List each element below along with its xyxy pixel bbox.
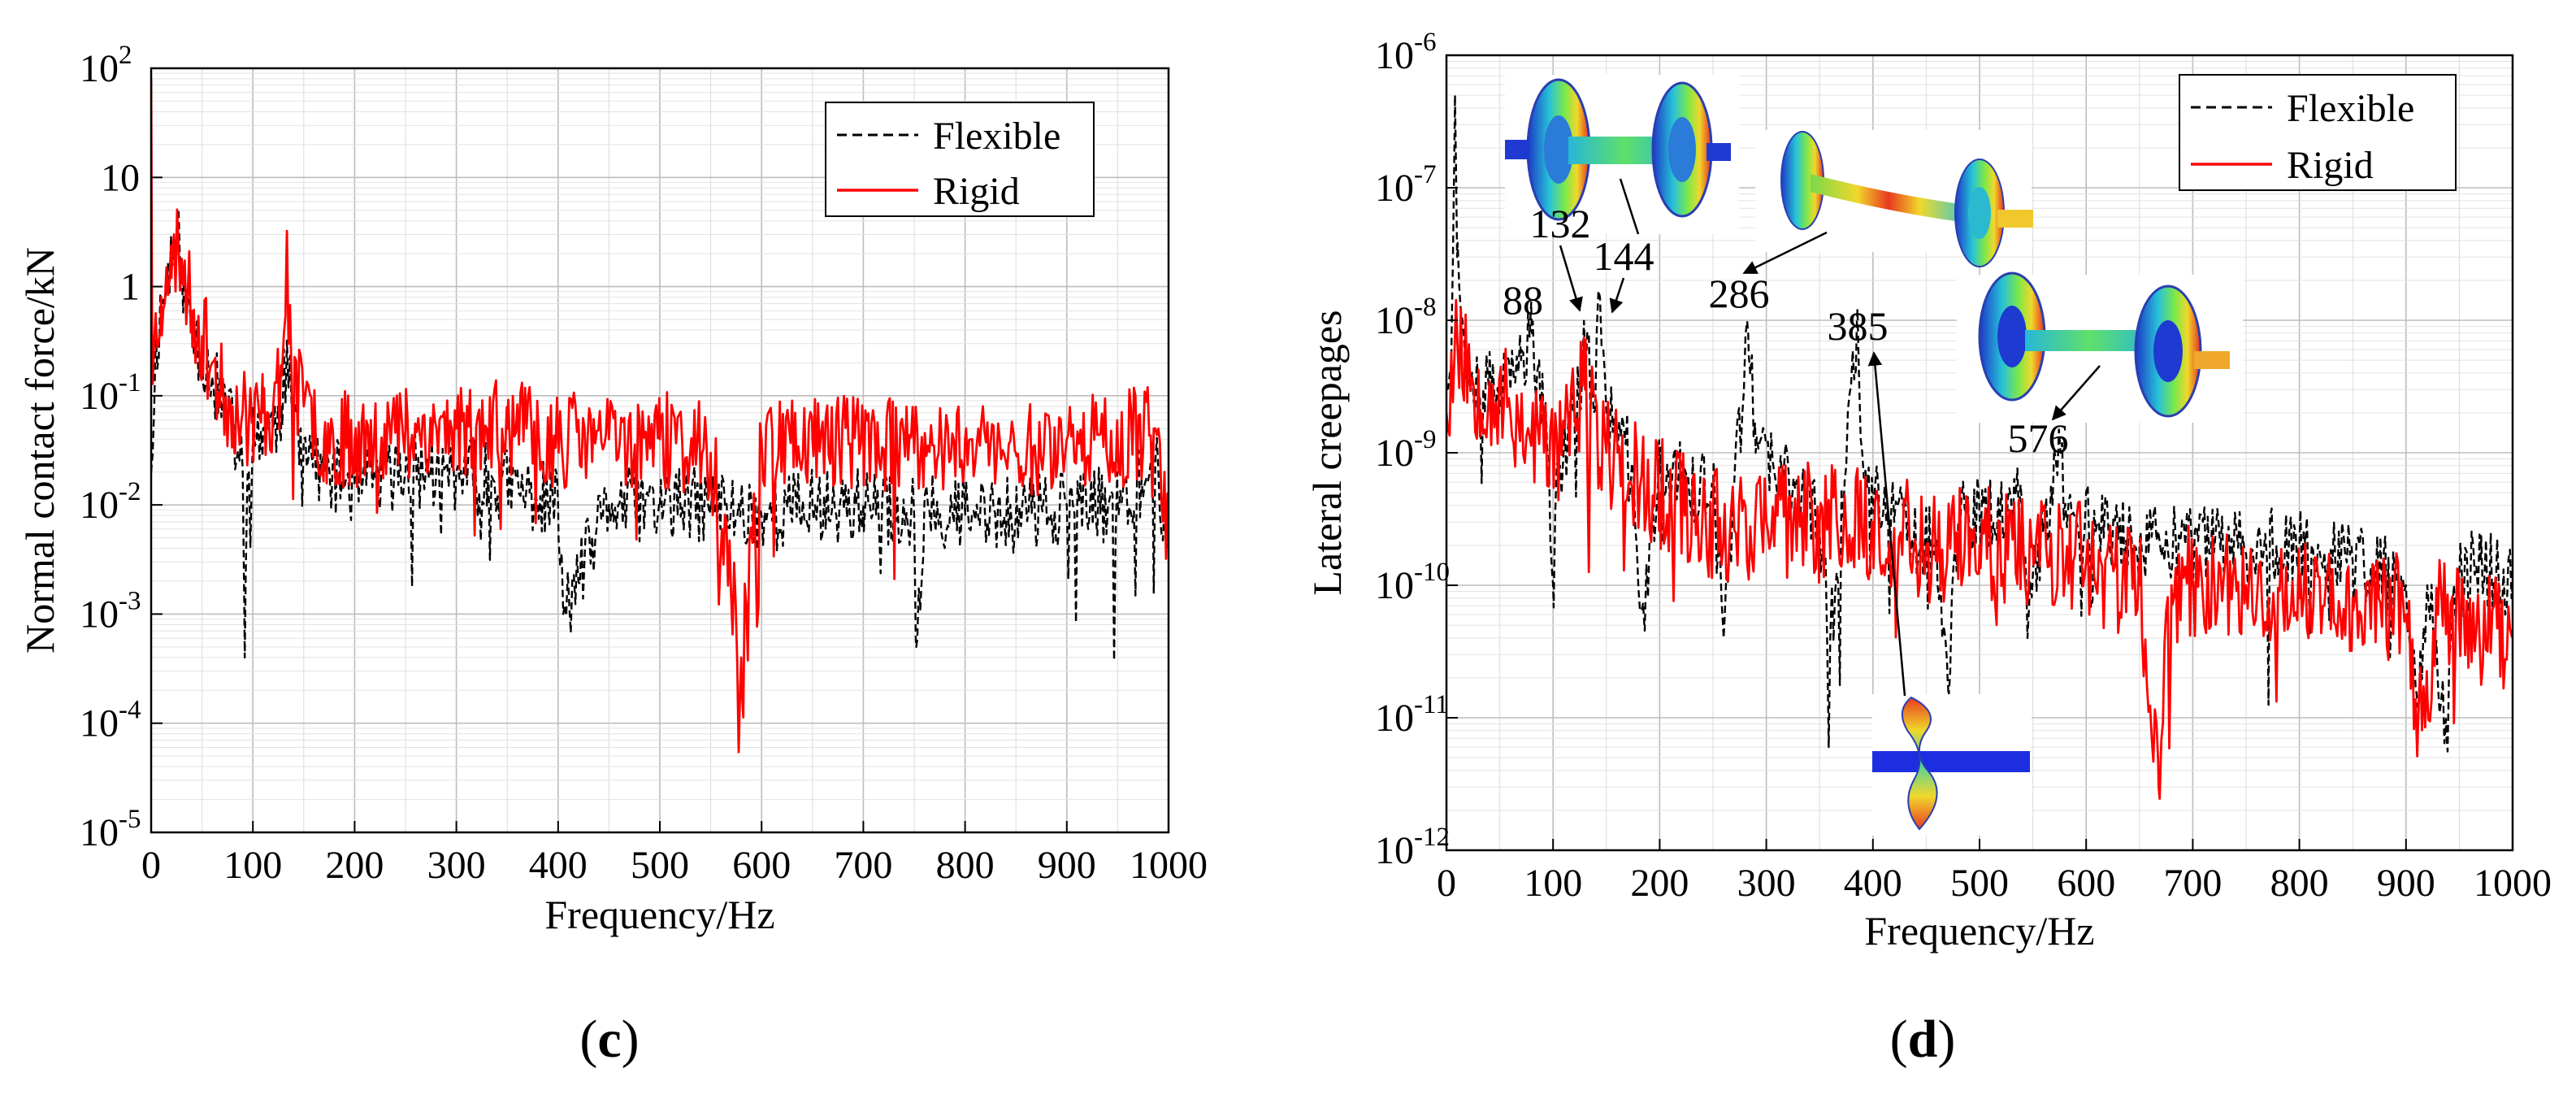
annotation-144: 144 (1594, 233, 1654, 279)
y-tick-label: 10 (1375, 697, 1414, 740)
x-axis-label-c: Frequency/Hz (544, 892, 774, 937)
x-tick-label: 500 (631, 844, 689, 887)
annotation-arrow-132 (1559, 245, 1583, 312)
y-tick-label: 10 (80, 811, 119, 854)
annotation-286: 286 (1709, 271, 1770, 316)
y-axis-label-c: Normal contact force/kN (17, 247, 63, 654)
x-tick-label: 900 (1038, 844, 1096, 887)
y-tick-label: 10 (1375, 564, 1414, 607)
y-tick-exponent: -11 (1414, 690, 1449, 719)
annotation-132: 132 (1530, 201, 1591, 246)
y-tick-exponent: -8 (1414, 293, 1437, 322)
x-tick-label: 900 (2377, 862, 2435, 905)
series-line-flexible (1446, 93, 2513, 753)
caption-c: (c) (579, 1010, 639, 1069)
x-tick-label: 600 (732, 844, 791, 887)
mode-shape-image-286 (1755, 130, 2033, 267)
annotation-arrow-144 (1609, 277, 1625, 314)
x-ticks-c: 0 100 200 300 400 500 600 700 800 900 1000 (141, 821, 1208, 887)
y-tick-label: 10 (1375, 34, 1414, 77)
x-tick-label: 700 (2163, 862, 2222, 905)
x-axis-label-d: Frequency/Hz (1864, 908, 2094, 953)
x-tick-label: 1000 (2474, 862, 2552, 905)
series-c (151, 78, 1169, 754)
x-tick-label: 300 (1737, 862, 1796, 905)
y-tick-exponent: 2 (119, 41, 132, 70)
x-tick-label: 500 (1950, 862, 2009, 905)
x-ticks-d: 0 100 200 300 400 500 600 700 800 900 1000 (1437, 839, 2552, 905)
y-tick-exponent: -4 (119, 696, 141, 725)
legend-d: Flexible Rigid (2179, 74, 2457, 191)
annotation-88: 88 (1503, 277, 1543, 323)
x-tick-label: 0 (141, 844, 161, 887)
caption-d: (d) (1890, 1010, 1956, 1069)
y-tick-exponent: -6 (1414, 28, 1437, 57)
legend-box-c (825, 102, 1095, 217)
y-tick-exponent: -7 (1414, 160, 1437, 189)
x-tick-label: 400 (529, 844, 588, 887)
legend-box-d (2179, 74, 2457, 191)
panel-d: 0 100 200 300 400 500 600 700 800 900 1000 10 -1210… (1304, 28, 2552, 1069)
mode-shape-image-576 (1957, 271, 2243, 423)
y-tick-exponent: -3 (119, 586, 141, 615)
panel-c: 0 100 200 300 400 500 600 700 800 900 1000 10 -510-… (17, 41, 1208, 1069)
x-tick-label: 300 (427, 844, 486, 887)
y-tick-label: 10 (1375, 299, 1414, 342)
x-tick-label: 400 (1844, 862, 1902, 905)
annotations-d: 88 132 144 286 385 576 (1503, 178, 2101, 697)
series-line-flexible (151, 211, 1169, 662)
x-tick-label: 600 (2057, 862, 2115, 905)
y-tick-label: 10 (80, 593, 119, 636)
annotation-arrow-576 (2051, 365, 2101, 421)
legend-label-rigid-d: Rigid (2287, 144, 2374, 187)
y-tick-exponent: -9 (1414, 425, 1437, 454)
y-tick-label: 10 (1375, 829, 1414, 872)
x-tick-label: 700 (834, 844, 892, 887)
y-tick-exponent: -2 (119, 477, 141, 506)
series-d (1446, 93, 2513, 800)
series-line-rigid (1446, 298, 2513, 800)
legend-label-rigid-c: Rigid (933, 170, 1020, 213)
x-tick-label: 800 (2270, 862, 2329, 905)
x-tick-label: 1000 (1130, 844, 1208, 887)
y-axis-label-d: Lateral creepages (1304, 310, 1350, 595)
x-tick-label: 200 (1630, 862, 1689, 905)
series-line-rigid (151, 78, 1169, 754)
mode-shape-image-132 (1505, 75, 1739, 234)
y-tick-label: 10 (80, 47, 119, 90)
y-tick-label: 10 (80, 484, 119, 527)
x-tick-label: 0 (1437, 862, 1456, 905)
y-tick-exponent: -10 (1414, 558, 1450, 587)
y-tick-label: 10 (101, 156, 140, 199)
legend-label-flexible-d: Flexible (2287, 87, 2414, 130)
y-tick-label: 10 (1375, 167, 1414, 210)
mode-shape-image-385 (1872, 694, 2032, 836)
y-tick-label: 10 (80, 375, 119, 418)
annotation-arrow-286 (1742, 231, 1828, 275)
y-tick-exponent: -1 (119, 368, 141, 397)
annotation-385: 385 (1828, 303, 1889, 349)
y-tick-exponent: -12 (1414, 823, 1450, 852)
y-tick-exponent: -5 (119, 805, 141, 834)
legend-label-flexible-c: Flexible (933, 115, 1060, 158)
annotation-arrow-144-tail (1619, 178, 1640, 235)
annotation-arrow-385 (1867, 351, 1906, 697)
x-tick-label: 100 (1524, 862, 1582, 905)
y-tick-label: 10 (80, 702, 119, 745)
legend-c: Flexible Rigid (825, 102, 1095, 217)
x-tick-label: 200 (325, 844, 384, 887)
x-tick-label: 100 (223, 844, 282, 887)
x-tick-label: 800 (936, 844, 995, 887)
annotation-576: 576 (2008, 415, 2069, 461)
y-tick-label: 10 (1375, 432, 1414, 475)
y-tick-label: 1 (120, 266, 140, 309)
